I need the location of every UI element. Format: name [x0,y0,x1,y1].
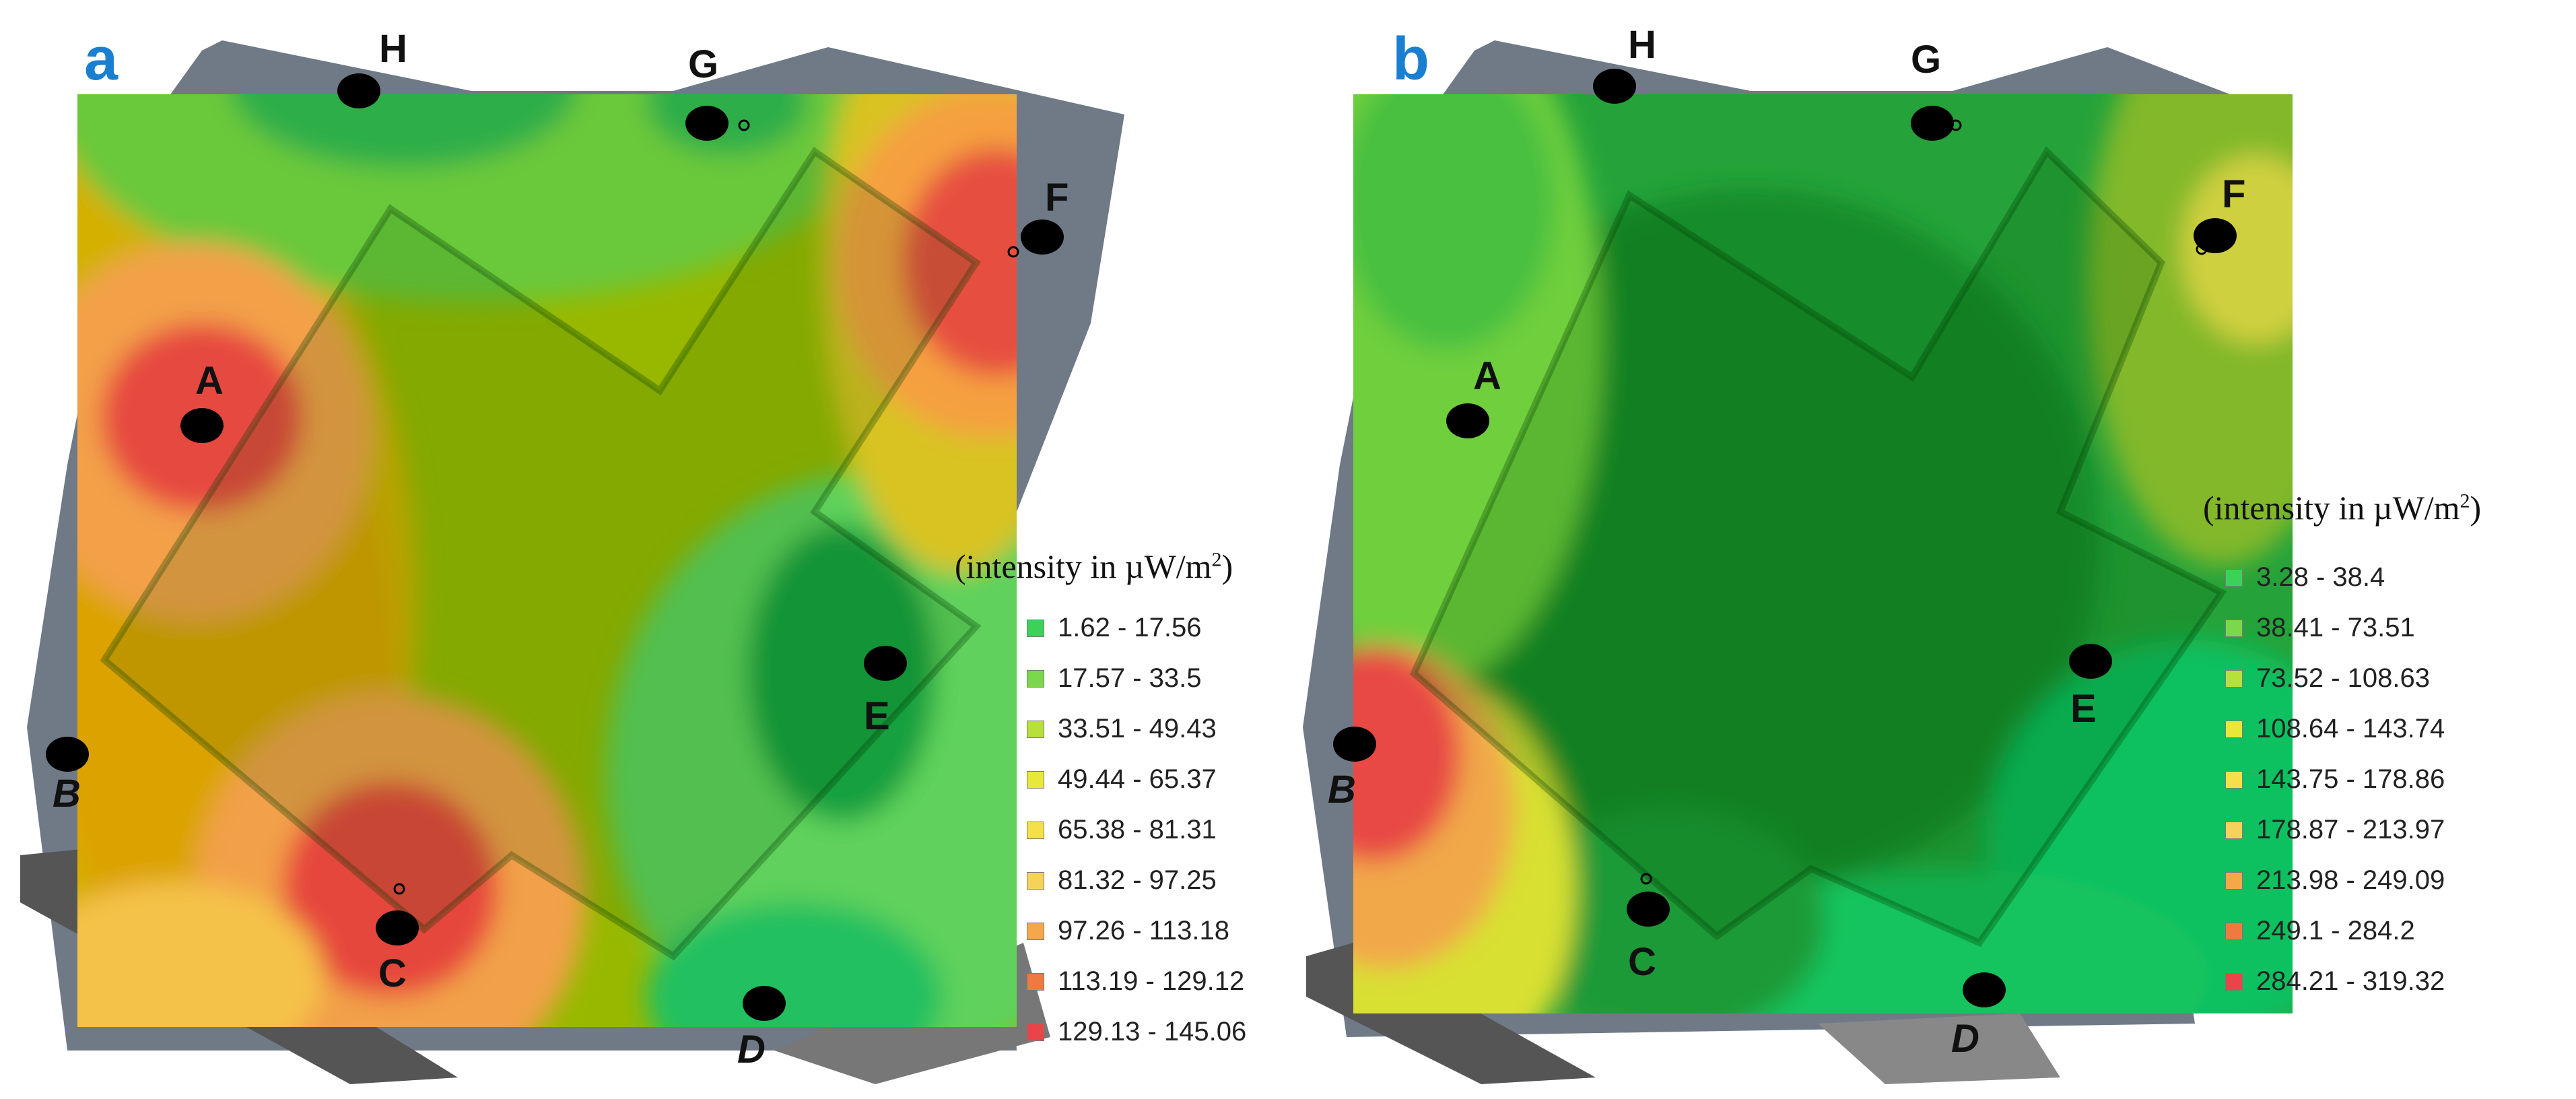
legend-a-item: 129.13 - 145.06 [1027,1017,1246,1047]
legend-a-title: (intensity in µW/m2) [955,547,1233,585]
point-d-label: D [737,1028,766,1071]
point-d-marker-b[interactable] [1963,972,2006,1007]
legend-b-item: 3.28 - 38.4 [2225,562,2385,593]
legend-a-item: 97.26 - 113.18 [1027,916,1229,946]
point-c-label-b: C [1628,940,1656,984]
point-g-marker-b[interactable] [1911,106,1954,141]
legend-swatch [1027,720,1044,738]
legend-swatch [1027,770,1044,789]
legend-swatch [2225,669,2243,688]
legend-swatch [2225,821,2243,839]
panel-b-map: b A B C D E F G H [1303,23,2293,1084]
legend-swatch [1027,821,1044,839]
legend-swatch [1027,619,1044,637]
point-g-label-b: G [1911,38,1941,81]
panel-a-letter: a [84,26,118,93]
point-c-marker[interactable] [376,910,419,945]
panel-a-heatmap [77,94,1017,1027]
point-a-marker[interactable] [180,408,224,443]
point-b-label-b: B [1328,768,1356,811]
legend-swatch [1027,871,1044,890]
panel-b-letter: b [1392,26,1429,93]
point-e-marker-b[interactable] [2069,644,2112,679]
point-a-marker-b[interactable] [1446,403,1489,438]
point-e-marker[interactable] [864,646,907,681]
legend-a-item: 17.57 - 33.5 [1027,663,1202,694]
legend-swatch [1027,1023,1044,1041]
point-b-marker[interactable] [46,737,89,772]
legend-a-item: 81.32 - 97.25 [1027,865,1217,896]
legend-b-item: 38.41 - 73.51 [2225,613,2415,643]
panel-b-heatmap [1353,94,2293,1013]
point-f-marker-b[interactable] [2194,218,2237,253]
point-e-label-b: E [2070,687,2097,731]
point-c-marker-b[interactable] [1627,892,1670,927]
point-c-label: C [378,952,407,995]
legend-a-item: 33.51 - 49.43 [1027,714,1217,744]
legend-b-item: 108.64 - 143.74 [2225,714,2445,744]
legend-swatch [1027,669,1044,688]
point-h-label: H [379,27,407,71]
legend-b-item: 73.52 - 108.63 [2225,663,2430,694]
point-a-label-b: A [1473,354,1501,398]
point-f-label-b: F [2222,172,2245,216]
point-a-label: A [195,359,224,403]
legend-a-item: 65.38 - 81.31 [1027,815,1217,845]
legend-swatch [1027,972,1044,991]
legend-a-item: 49.44 - 65.37 [1027,764,1217,795]
point-h-label-b: H [1628,23,1656,67]
panel-b-building-outline [1409,146,2227,947]
point-f-marker[interactable] [1021,220,1064,255]
panel-b-road-bottom-right [1818,1013,2060,1084]
point-g-label: G [688,42,718,86]
legend-b-item: 284.21 - 319.32 [2225,966,2445,997]
legend-b-item: 143.75 - 178.86 [2225,764,2445,795]
legend-swatch [2225,568,2243,587]
legend-swatch [2225,922,2243,940]
legend-swatch [2225,770,2243,789]
point-g-marker[interactable] [685,106,728,141]
panel-a-building-outline [100,146,982,961]
panel-b-points: A B C D E F G H [1328,23,2245,1061]
panel-a-points: A B C D E F G H [46,27,1069,1071]
legend-swatch [2225,619,2243,637]
panel-a-map: a A B C D E F G H [20,26,1124,1084]
legend-a-item: 1.62 - 17.56 [1027,613,1202,643]
legend-swatch [1027,922,1044,940]
point-b-marker-b[interactable] [1333,727,1376,762]
point-d-marker[interactable] [743,986,786,1021]
legend-b-title: (intensity in µW/m2) [2203,489,2482,527]
legend-swatch [2225,720,2243,738]
point-b-label: B [53,772,81,815]
point-h-marker-b[interactable] [1593,69,1636,104]
point-h-marker[interactable] [337,73,380,108]
legend-swatch [2225,972,2243,991]
legend-b-item: 178.87 - 213.97 [2225,815,2445,845]
legend-a-item: 113.19 - 129.12 [1027,966,1244,997]
legend-swatch [2225,871,2243,890]
point-f-label: F [1045,176,1069,220]
point-e-label: E [864,694,890,738]
point-d-label-b: D [1951,1017,1979,1061]
legend-b-item: 213.98 - 249.09 [2225,865,2445,896]
legend-b-item: 249.1 - 284.2 [2225,916,2415,946]
